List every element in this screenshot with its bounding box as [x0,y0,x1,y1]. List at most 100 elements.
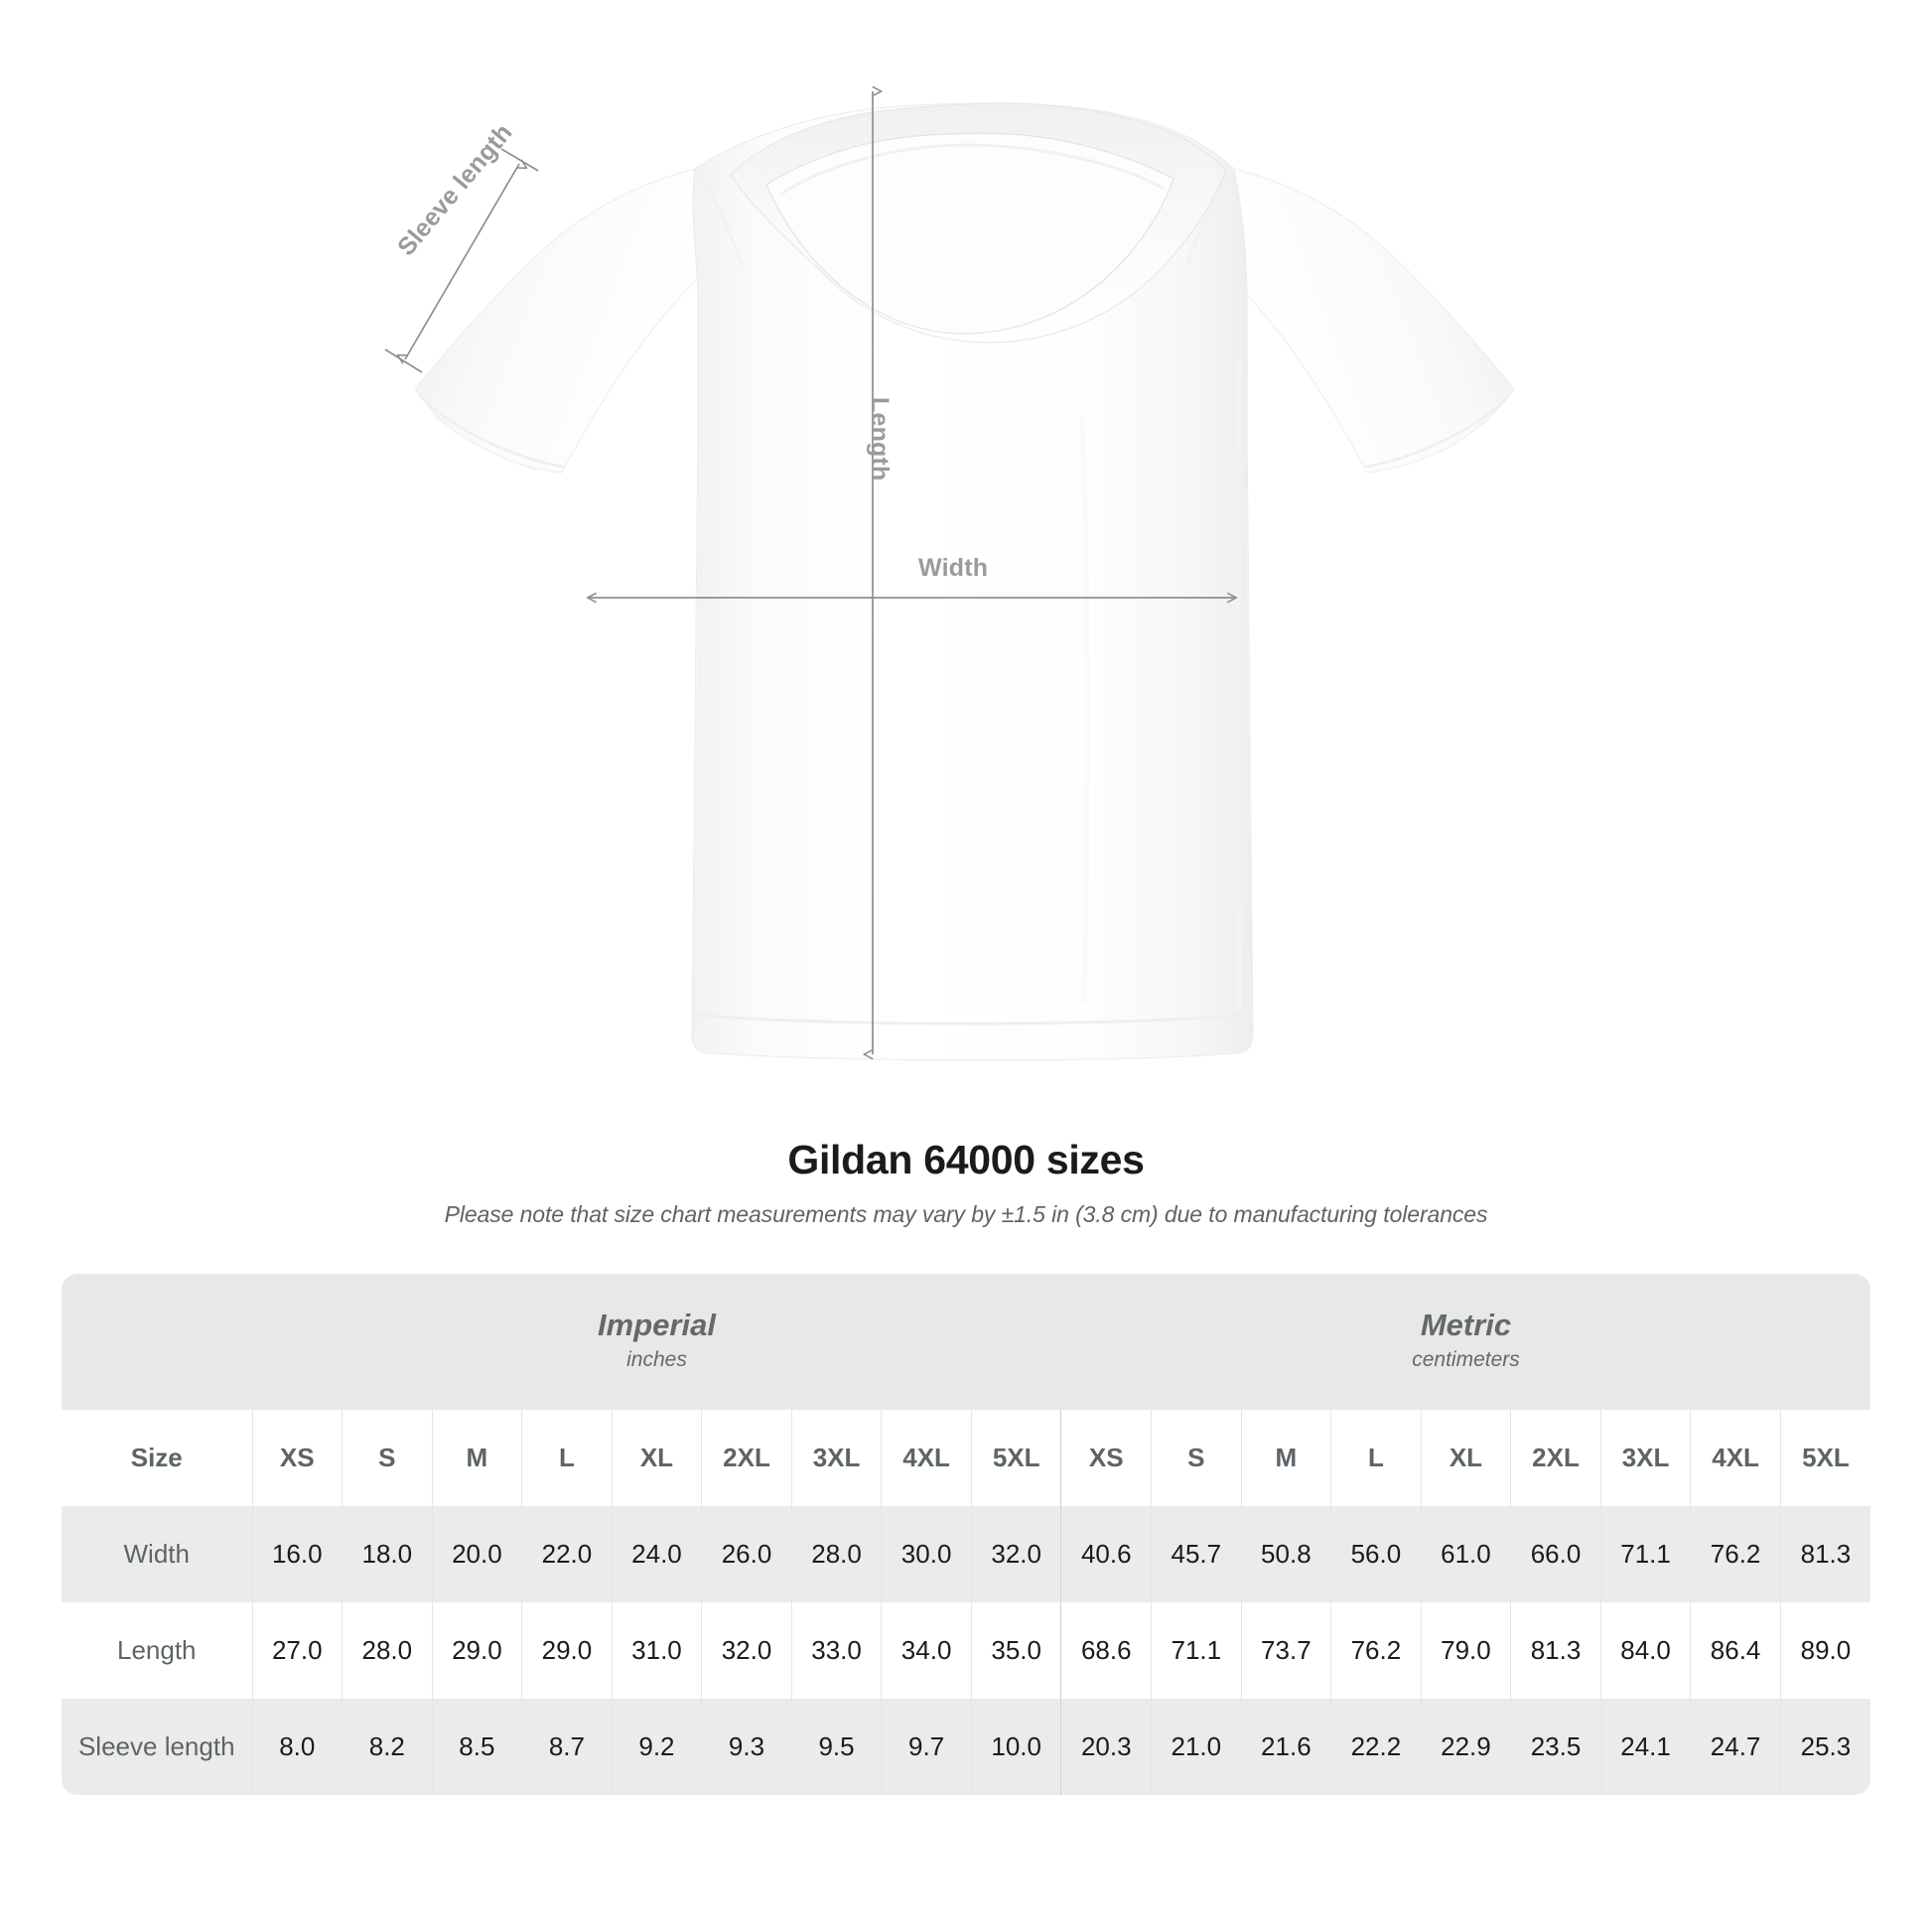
table-cell: 16.0 [251,1506,343,1602]
table-cell: 61.0 [1420,1506,1511,1602]
table-cell: 32.0 [970,1506,1061,1602]
table-cell: 8.2 [342,1699,433,1795]
table-cell: 9.5 [790,1699,882,1795]
table-cell: 73.7 [1240,1602,1331,1699]
sleeve-tick-top [500,148,539,172]
row-label-length: Length [62,1602,252,1699]
row-label-width: Width [62,1506,252,1602]
size-header-cell: S [1151,1410,1242,1506]
table-cell: 25.3 [1779,1699,1871,1795]
table-cell: 23.5 [1510,1699,1601,1795]
table-cell: 9.3 [701,1699,792,1795]
unit-group-header-metric: Metric centimeters [1060,1274,1871,1410]
table-cell: 20.0 [431,1506,522,1602]
table-cell: 33.0 [790,1602,882,1699]
table-row: Length 27.0 28.0 29.0 29.0 31.0 32.0 33.0 34.0 35… [62,1602,1871,1699]
table-cell: 20.3 [1060,1699,1152,1795]
table-cell: 81.3 [1510,1602,1601,1699]
size-chart-table: Imperial inches Metric centimeters Size XS S M L… [62,1274,1871,1795]
page-title: Gildan 64000 sizes [787,1137,1145,1182]
sleeve-tick-bottom [384,348,423,373]
left-sleeve-hem [420,396,565,469]
table-cell: 22.9 [1420,1699,1511,1795]
unit-group-unit: inches [626,1347,687,1371]
table-cell: 29.0 [431,1602,522,1699]
body-fold-right [1232,356,1243,1012]
size-header-cell: 2XL [701,1410,792,1506]
table-cell: 68.6 [1060,1602,1152,1699]
size-header-cell: L [521,1410,613,1506]
table-cell: 34.0 [881,1602,972,1699]
table-row: Sleeve length 8.0 8.2 8.5 8.7 9.2 9.3 9.5 9.7 10.… [62,1699,1871,1795]
table-cell: 71.1 [1599,1506,1691,1602]
left-shoulder-seam [698,174,744,267]
width-label: Width [918,554,989,582]
bottom-hem [694,1013,1252,1026]
table-cell: 76.2 [1690,1506,1781,1602]
table-row: Width 16.0 18.0 20.0 22.0 24.0 26.0 28.0 30.0 32.… [62,1506,1871,1602]
table-cell: 31.0 [611,1602,702,1699]
size-header-cell: M [431,1410,522,1506]
table-corner-spacer [62,1274,252,1410]
size-header-row: Size XS S M L XL 2XL 3XL 4XL 5XL XS S M L XL 2XL 3XL 4XL 5… [62,1410,1871,1506]
table-cell: 84.0 [1599,1602,1691,1699]
table-cell: 71.1 [1151,1602,1242,1699]
table-cell: 8.7 [521,1699,613,1795]
table-cell: 27.0 [251,1602,343,1699]
table-cell: 45.7 [1151,1506,1242,1602]
size-header-cell: 4XL [881,1410,972,1506]
body-fold-left [704,356,714,1012]
table-cell: 79.0 [1420,1602,1511,1699]
table-cell: 28.0 [790,1506,882,1602]
table-cell: 32.0 [701,1602,792,1699]
size-header-cell: 5XL [1779,1410,1871,1506]
table-cell: 29.0 [521,1602,613,1699]
table-cell: 8.0 [251,1699,343,1795]
size-header-cell: L [1330,1410,1422,1506]
right-sleeve [1227,168,1515,474]
tshirt-diagram: Sleeve length Length Width [384,0,1515,1061]
table-cell: 86.4 [1690,1602,1781,1699]
collar-rib [779,143,1165,197]
size-header-cell: XS [1060,1410,1152,1506]
table-cell: 21.6 [1240,1699,1331,1795]
size-header-cell: 5XL [970,1410,1061,1506]
table-cell: 24.0 [611,1506,702,1602]
size-header-cell: 3XL [1599,1410,1691,1506]
table-cell: 56.0 [1330,1506,1422,1602]
size-header-cell: 4XL [1690,1410,1781,1506]
table-cell: 30.0 [881,1506,972,1602]
size-header-cell: 3XL [790,1410,882,1506]
table-cell: 10.0 [970,1699,1061,1795]
chart-title-block: Gildan 64000 sizes Please note that size… [0,1137,1932,1228]
size-column-header: Size [62,1410,252,1506]
table-cell: 24.7 [1690,1699,1781,1795]
table-cell: 9.7 [881,1699,972,1795]
table-cell: 26.0 [701,1506,792,1602]
table-cell: 9.2 [611,1699,702,1795]
right-shoulder-seam [1185,174,1231,267]
table-cell: 28.0 [342,1602,433,1699]
size-chart-table-container: Imperial inches Metric centimeters Size XS S M L… [62,1274,1871,1795]
size-header-cell: 2XL [1510,1410,1601,1506]
unit-group-unit: centimeters [1412,1347,1520,1371]
tshirt-illustration [384,0,1515,1061]
size-header-cell: XL [1420,1410,1511,1506]
left-sleeve-hem-2 [432,412,537,471]
table-cell: 50.8 [1240,1506,1331,1602]
size-header-cell: XS [251,1410,343,1506]
table-cell: 76.2 [1330,1602,1422,1699]
body-fold-center [1079,416,1090,1004]
unit-group-name: Imperial [598,1307,716,1342]
table-cell: 18.0 [342,1506,433,1602]
tolerance-note: Please note that size chart measurements… [444,1201,1488,1227]
size-header-cell: M [1240,1410,1331,1506]
unit-header-row: Imperial inches Metric centimeters [62,1274,1871,1410]
table-cell: 24.1 [1599,1699,1691,1795]
dimension-lines [384,91,1236,1054]
size-header-cell: XL [611,1410,702,1506]
table-cell: 66.0 [1510,1506,1601,1602]
table-cell: 40.6 [1060,1506,1152,1602]
length-label: Length [866,397,894,482]
table-cell: 22.2 [1330,1699,1422,1795]
